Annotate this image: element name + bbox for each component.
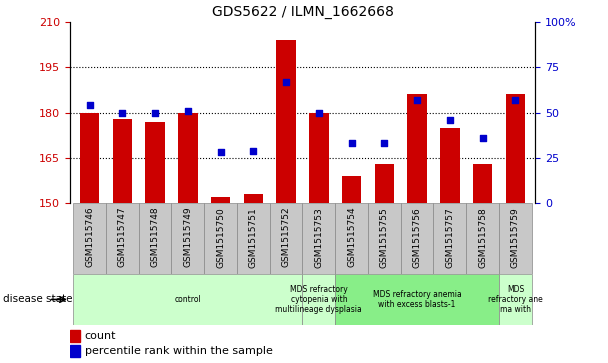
Text: GSM1515752: GSM1515752 — [282, 207, 291, 268]
Bar — [407, 94, 427, 203]
Text: GSM1515751: GSM1515751 — [249, 207, 258, 268]
Text: MDS refractory anemia
with excess blasts-1: MDS refractory anemia with excess blasts… — [373, 290, 461, 309]
Point — [117, 110, 127, 115]
Bar — [270, 203, 303, 274]
Point — [282, 79, 291, 85]
Bar — [466, 203, 499, 274]
Bar — [276, 40, 296, 203]
Bar — [145, 122, 165, 203]
Point — [379, 140, 389, 146]
Bar — [434, 203, 466, 274]
Bar — [302, 274, 335, 325]
Text: GSM1515754: GSM1515754 — [347, 207, 356, 268]
Point — [216, 150, 226, 155]
Text: GSM1515755: GSM1515755 — [380, 207, 389, 268]
Point — [85, 102, 94, 108]
Bar — [73, 203, 106, 274]
Bar — [342, 176, 361, 203]
Text: GSM1515750: GSM1515750 — [216, 207, 225, 268]
Bar — [211, 197, 230, 203]
Bar — [106, 203, 139, 274]
Point — [347, 140, 356, 146]
Bar — [499, 274, 532, 325]
Bar — [440, 128, 460, 203]
Bar — [375, 164, 394, 203]
Point — [511, 97, 520, 103]
Text: GSM1515759: GSM1515759 — [511, 207, 520, 268]
Bar — [204, 203, 237, 274]
Title: GDS5622 / ILMN_1662668: GDS5622 / ILMN_1662668 — [212, 5, 393, 19]
Bar — [244, 194, 263, 203]
Bar — [302, 203, 335, 274]
Point — [150, 110, 160, 115]
Text: GSM1515753: GSM1515753 — [314, 207, 323, 268]
Bar — [499, 203, 532, 274]
Point — [183, 108, 193, 114]
Bar — [70, 330, 80, 342]
Bar — [70, 345, 80, 358]
Text: GSM1515749: GSM1515749 — [184, 207, 192, 268]
Bar — [178, 113, 198, 203]
Point — [314, 110, 323, 115]
Text: MDS refractory
cytopenia with
multilineage dysplasia: MDS refractory cytopenia with multilinea… — [275, 285, 362, 314]
Text: disease state: disease state — [3, 294, 72, 305]
Point — [412, 97, 422, 103]
Bar — [473, 164, 492, 203]
Text: GSM1515757: GSM1515757 — [446, 207, 454, 268]
Text: GSM1515748: GSM1515748 — [151, 207, 159, 268]
Text: count: count — [85, 331, 116, 341]
Text: GSM1515758: GSM1515758 — [478, 207, 487, 268]
Bar — [335, 274, 499, 325]
Bar — [506, 94, 525, 203]
Bar — [335, 203, 368, 274]
Text: control: control — [174, 295, 201, 304]
Bar — [112, 119, 132, 203]
Bar — [139, 203, 171, 274]
Bar — [171, 203, 204, 274]
Bar — [237, 203, 270, 274]
Text: MDS
refractory ane
ma with: MDS refractory ane ma with — [488, 285, 543, 314]
Text: GSM1515756: GSM1515756 — [413, 207, 421, 268]
Bar — [73, 274, 302, 325]
Point — [445, 117, 455, 123]
Point — [478, 135, 488, 141]
Point — [249, 148, 258, 154]
Text: GSM1515746: GSM1515746 — [85, 207, 94, 268]
Bar — [309, 113, 329, 203]
Bar — [80, 113, 99, 203]
Bar — [368, 203, 401, 274]
Text: percentile rank within the sample: percentile rank within the sample — [85, 346, 272, 356]
Bar — [401, 203, 434, 274]
Text: GSM1515747: GSM1515747 — [118, 207, 127, 268]
